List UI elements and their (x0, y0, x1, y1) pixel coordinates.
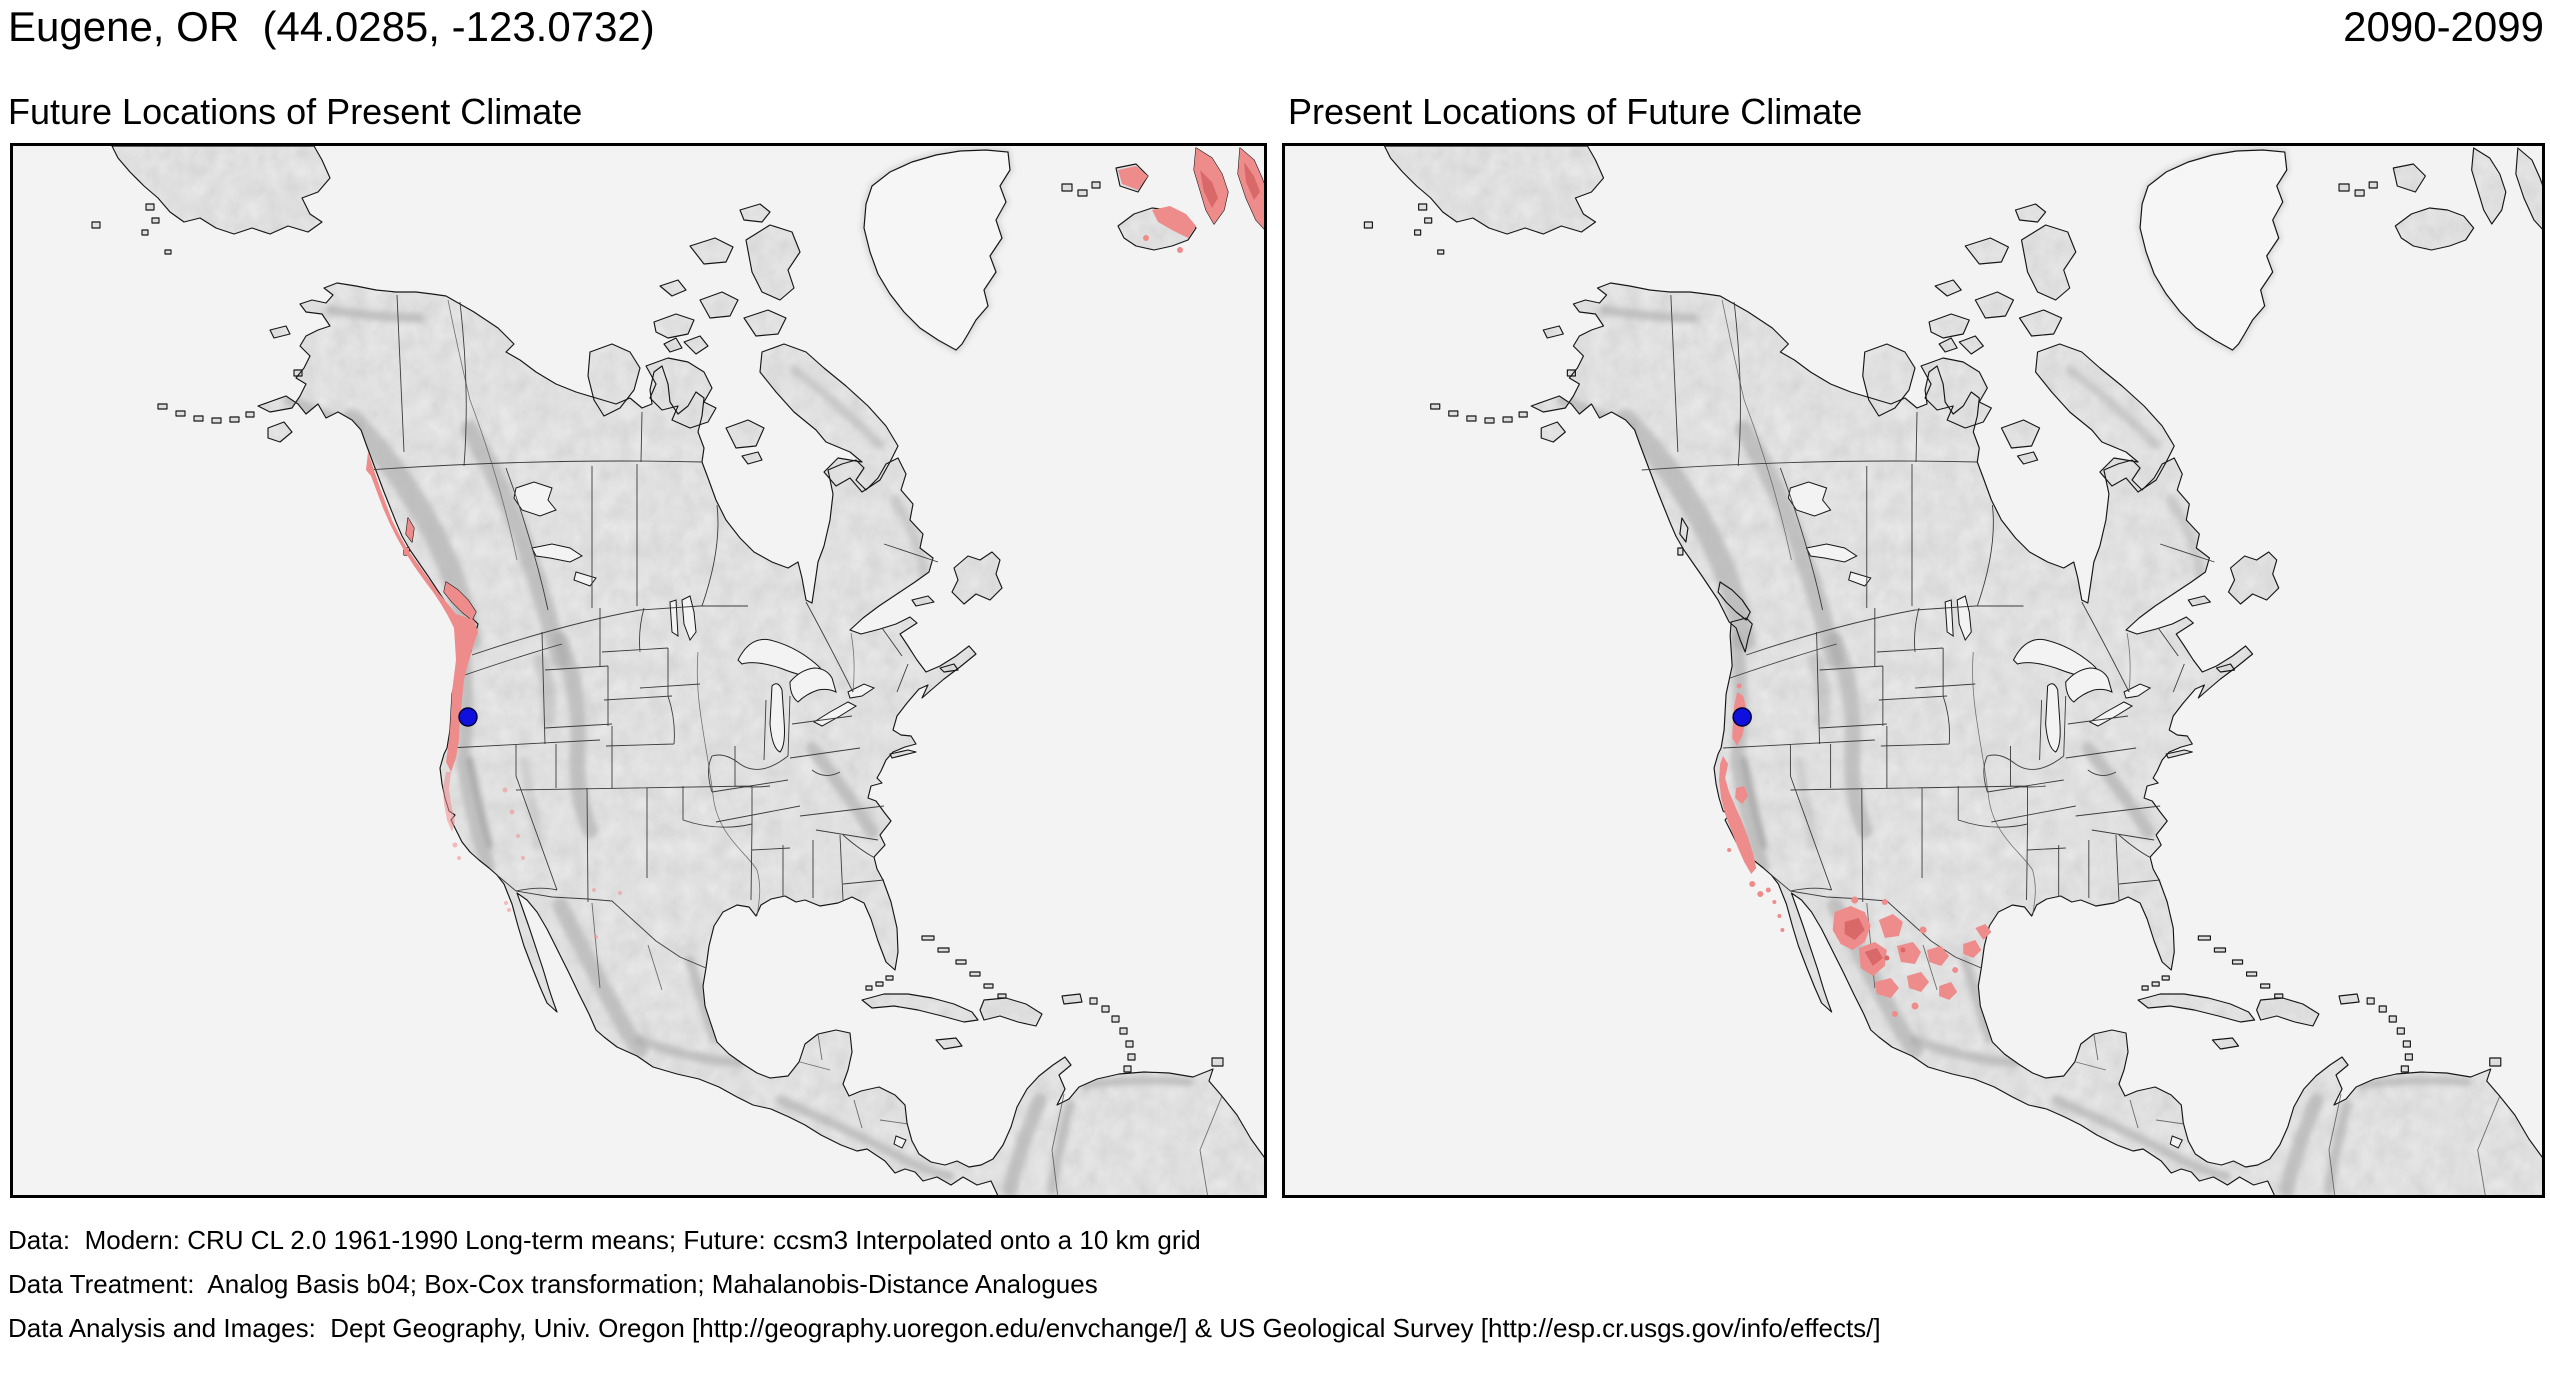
footer-credits: Data Analysis and Images: Dept Geography… (8, 1313, 1881, 1343)
footer-data-treatment: Data Treatment: Analog Basis b04; Box-Co… (8, 1269, 1098, 1299)
footer-data-source: Data: Modern: CRU CL 2.0 1961-1990 Long-… (8, 1225, 1201, 1255)
map-frame (1282, 143, 2545, 1198)
eugene-marker (458, 707, 478, 727)
map-title-future-locations: Future Locations of Present Climate (8, 91, 583, 132)
map-title-present-locations: Present Locations of Future Climate (1288, 91, 1863, 132)
map-future-of-present (10, 143, 1267, 1198)
period-label: 2090-2099 (2343, 3, 2544, 50)
map-present-of-future (1282, 143, 2545, 1198)
eugene-marker (1732, 707, 1752, 727)
page-title-location: Eugene, OR (44.0285, -123.0732) (8, 3, 655, 50)
map-frame (10, 143, 1267, 1198)
